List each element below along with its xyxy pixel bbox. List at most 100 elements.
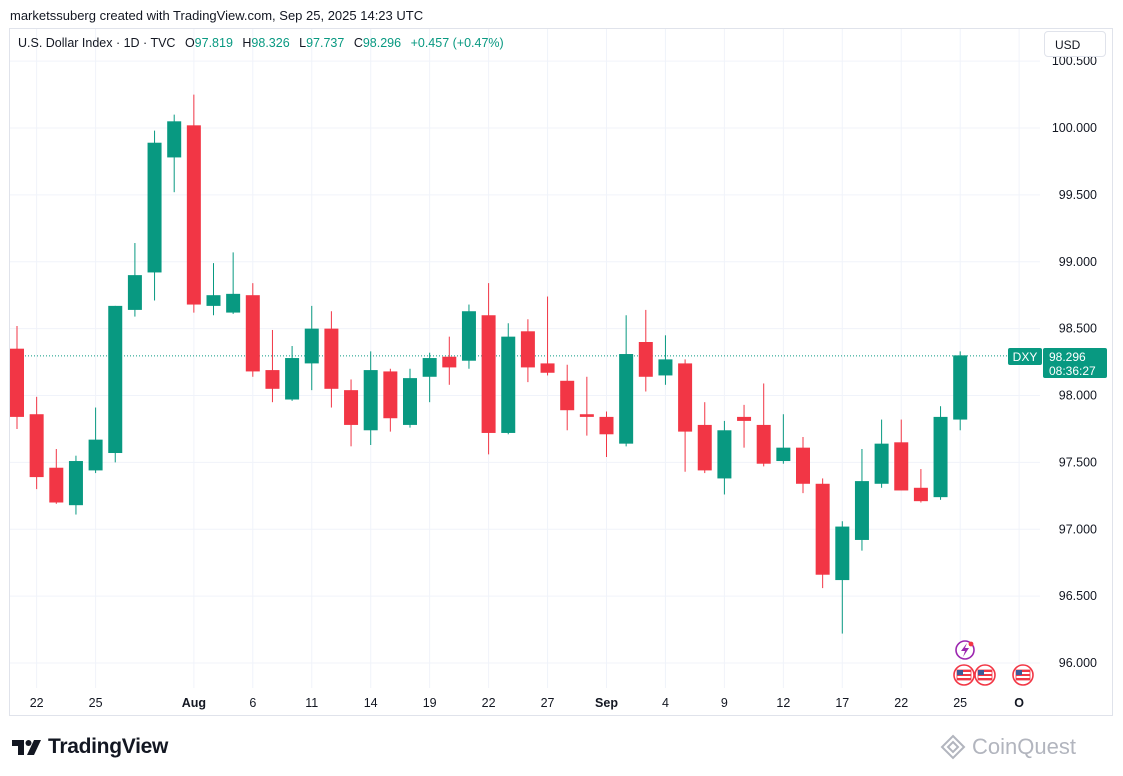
candle[interactable] — [697, 402, 712, 474]
candle-body — [442, 356, 457, 368]
candle-body — [933, 416, 948, 498]
y-tick-label: 98.500 — [1059, 322, 1097, 336]
candle[interactable] — [245, 283, 260, 377]
open-value: 97.819 — [194, 36, 233, 50]
candle[interactable] — [422, 352, 437, 403]
event-markers — [953, 640, 1034, 686]
y-tick-label: 99.500 — [1059, 188, 1097, 202]
candle[interactable] — [127, 243, 142, 317]
candle[interactable] — [619, 315, 634, 447]
candle[interactable] — [88, 407, 103, 474]
candle[interactable] — [147, 130, 162, 301]
candle-body — [363, 370, 378, 431]
candle-body — [461, 311, 476, 361]
x-tick-label: 22 — [30, 696, 44, 710]
candle-body — [874, 443, 889, 484]
candle[interactable] — [953, 351, 968, 431]
candle-body — [167, 121, 182, 158]
candle[interactable] — [383, 368, 398, 432]
candle[interactable] — [678, 359, 693, 472]
us-flag-event-icon[interactable] — [953, 664, 975, 686]
candle-body — [717, 430, 732, 479]
candle[interactable] — [108, 305, 123, 463]
candle[interactable] — [894, 419, 909, 491]
candle-body — [68, 461, 83, 506]
candle-body — [285, 358, 300, 400]
candle-body — [835, 526, 850, 581]
x-tick-label: 22 — [482, 696, 496, 710]
candle[interactable] — [226, 252, 241, 314]
x-tick-label: 14 — [364, 696, 378, 710]
candle[interactable] — [579, 376, 594, 436]
us-flag-event-icon[interactable] — [1012, 664, 1034, 686]
candle[interactable] — [186, 94, 201, 313]
high-label: H — [242, 36, 252, 50]
y-tick-label: 98.000 — [1059, 389, 1097, 403]
candle[interactable] — [599, 411, 614, 458]
candle[interactable] — [796, 436, 810, 494]
candle-body — [186, 125, 201, 305]
candle[interactable] — [540, 296, 555, 376]
candle[interactable] — [363, 351, 378, 445]
x-tick-label: 19 — [423, 696, 437, 710]
candle[interactable] — [403, 368, 417, 428]
candle[interactable] — [344, 379, 359, 447]
candle[interactable] — [737, 404, 752, 448]
candle-body — [88, 439, 103, 471]
candle[interactable] — [324, 311, 339, 408]
candle[interactable] — [304, 305, 319, 391]
x-tick-label: 25 — [953, 696, 967, 710]
candle[interactable] — [265, 329, 280, 403]
candle[interactable] — [933, 406, 948, 500]
candle[interactable] — [560, 364, 575, 431]
change-value: +0.457 (+0.47%) — [410, 36, 504, 50]
price-tag: DXY 98.296 08:36:27 — [1008, 348, 1107, 378]
candle[interactable] — [68, 455, 83, 515]
candle[interactable] — [49, 449, 64, 504]
candle-body — [913, 487, 928, 502]
candle[interactable] — [461, 304, 476, 369]
symbol-title[interactable]: U.S. Dollar Index · 1D · TVC — [18, 36, 176, 50]
tradingview-brand[interactable]: TradingView — [12, 735, 168, 759]
x-tick-label: 9 — [721, 696, 728, 710]
y-tick-label: 97.000 — [1059, 522, 1097, 536]
candle[interactable] — [285, 346, 300, 401]
candle[interactable] — [776, 414, 791, 464]
candle[interactable] — [854, 449, 869, 551]
earnings-lightning-icon[interactable] — [955, 640, 975, 660]
candle[interactable] — [756, 383, 771, 467]
price-tag-value: 98.296 — [1049, 350, 1086, 364]
candle[interactable] — [638, 309, 653, 392]
close-value: 98.296 — [362, 36, 402, 50]
x-tick-label: 12 — [776, 696, 790, 710]
close-label: C — [353, 36, 363, 50]
candle[interactable] — [442, 336, 457, 385]
candle[interactable] — [206, 263, 221, 316]
candle-body — [658, 359, 673, 376]
candle[interactable] — [913, 469, 928, 503]
x-tick-label: 27 — [541, 696, 555, 710]
candle-body — [894, 442, 909, 491]
candle-body — [796, 447, 810, 484]
candle[interactable] — [10, 325, 24, 429]
candle[interactable] — [520, 319, 535, 383]
candle[interactable] — [481, 283, 496, 455]
candle[interactable] — [658, 335, 673, 385]
candle-body — [560, 380, 575, 411]
candle[interactable] — [501, 323, 516, 435]
candle-body — [403, 378, 417, 425]
candle[interactable] — [815, 478, 830, 589]
coinquest-watermark: CoinQuest — [940, 734, 1076, 760]
currency-button[interactable]: USD — [1044, 31, 1106, 57]
candle[interactable] — [874, 419, 889, 488]
candle-body — [383, 371, 398, 419]
candle[interactable] — [835, 521, 850, 634]
candle-body — [226, 293, 241, 313]
x-tick-label: 17 — [835, 696, 849, 710]
candle[interactable] — [29, 396, 44, 490]
candle[interactable] — [717, 420, 732, 495]
candle-body — [540, 363, 555, 373]
candle[interactable] — [167, 114, 182, 193]
us-flag-event-icon[interactable] — [974, 664, 996, 686]
